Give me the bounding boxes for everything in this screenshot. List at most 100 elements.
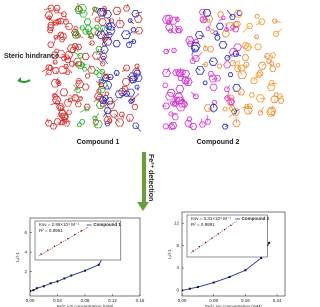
molecule-ring (255, 44, 262, 50)
molecule-ring (234, 44, 242, 51)
inset-point (67, 238, 68, 239)
x-tick-label: 0.24 (273, 298, 282, 303)
compound-label: Compound 1 (77, 139, 120, 146)
molecule-ring (60, 89, 68, 96)
x-tick-label: 0.08 (209, 298, 218, 303)
molecule-ring (99, 19, 107, 26)
plot: 0.000.040.080.120.16246I₀/I-1Fe³⁺ ion co… (15, 218, 145, 307)
molecule-ring (210, 84, 217, 90)
molecule-ring (132, 104, 138, 109)
data-point (70, 275, 72, 277)
molecule-bond (272, 106, 273, 111)
molecule-bond (122, 68, 126, 72)
data-point (197, 286, 199, 288)
molecule-ring (216, 23, 223, 29)
molecule-ring (136, 28, 143, 34)
molecule-bond (180, 68, 181, 74)
molecule-ring (48, 42, 54, 47)
molecule-ring (203, 9, 211, 16)
molecule-ring (79, 97, 83, 101)
molecule-bond (171, 31, 177, 34)
inset-point (224, 229, 225, 230)
molecule-ring (163, 83, 168, 88)
molecule-ring (76, 88, 81, 92)
molecule-bond (117, 11, 121, 12)
x-tick-label: 0.16 (241, 298, 250, 303)
flow-arrow (142, 152, 146, 202)
x-tick-label: 0.16 (136, 298, 145, 303)
molecule-ring (103, 81, 112, 89)
data-point (32, 289, 34, 291)
molecule-ring (251, 78, 258, 84)
x-tick-label: 0.04 (53, 298, 62, 303)
molecule-bond (274, 99, 275, 102)
inset-point (205, 242, 206, 243)
x-tick-label: 0.00 (26, 298, 35, 303)
molecule-ring (276, 64, 280, 68)
annotation: Ksv = 2.95×10⁴ M⁻¹ (39, 222, 79, 227)
data-point (50, 282, 52, 284)
y-tick-label: 12 (174, 220, 180, 225)
molecule-ring (212, 100, 217, 104)
data-point (57, 280, 59, 282)
molecule-bond (79, 81, 80, 82)
molecule-ring (234, 66, 241, 72)
data-point (63, 277, 65, 279)
molecule-ring (219, 41, 227, 48)
x-tick-label: 0.12 (108, 298, 117, 303)
molecule-ring (82, 84, 89, 90)
molecule-bond (171, 113, 177, 114)
molecule-ring (105, 92, 109, 96)
molecule-ring (77, 123, 81, 127)
molecule-ring (82, 53, 89, 59)
molecule-bond (210, 61, 213, 62)
molecule-bond (53, 124, 54, 126)
molecule-ring (172, 115, 178, 120)
molecule-bond (78, 47, 79, 52)
inset-point (218, 233, 219, 234)
molecule-ring (254, 35, 258, 39)
data-point (181, 289, 183, 291)
molecule-ring (267, 59, 272, 63)
inset-point (61, 242, 62, 243)
steric-label: Steric hindrance (4, 53, 59, 60)
molecule-ring (80, 120, 85, 125)
molecule-ring (164, 49, 169, 53)
legend-label: Compound 2 (242, 216, 270, 221)
molecule-bond (226, 23, 227, 30)
molecule-ring (242, 55, 249, 61)
molecule-bond (47, 119, 49, 123)
molecule-ring (64, 100, 72, 107)
annotation: R² = 0.9991 (191, 222, 215, 227)
molecule-ring (270, 66, 276, 71)
data-point (189, 288, 191, 290)
inset-point (40, 253, 41, 254)
compound-label: Compound 2 (197, 139, 240, 146)
inset-point (230, 225, 231, 226)
molecule-ring (163, 124, 169, 129)
data-point (84, 270, 86, 272)
molecule-bond (262, 64, 264, 66)
molecule-ring (228, 73, 233, 77)
molecule-ring (222, 124, 228, 129)
molecule-bond (275, 21, 281, 22)
molecule-bond (56, 71, 57, 73)
y-tick-label: 4 (176, 265, 179, 270)
molecule-bond (197, 68, 200, 71)
molecule-ring (176, 29, 181, 33)
y-axis-label: I₀/I-1 (167, 249, 172, 259)
y-tick-label: 2 (24, 269, 27, 274)
y-axis-label: I₀/I-1 (15, 252, 20, 262)
molecule-ring (84, 19, 91, 25)
molecule-ring (206, 27, 210, 31)
arrow-label: Fe³⁺ detection (147, 154, 154, 201)
molecule-ring (249, 93, 254, 97)
y-tick-label: 6 (24, 230, 27, 235)
data-point (229, 276, 231, 278)
legend-label: Compound 1 (93, 222, 121, 227)
molecule-ring (278, 98, 284, 103)
molecule-ring (134, 16, 142, 23)
molecule-ring (238, 71, 247, 79)
molecule-bond (271, 55, 273, 61)
molecule-ring (92, 52, 100, 59)
